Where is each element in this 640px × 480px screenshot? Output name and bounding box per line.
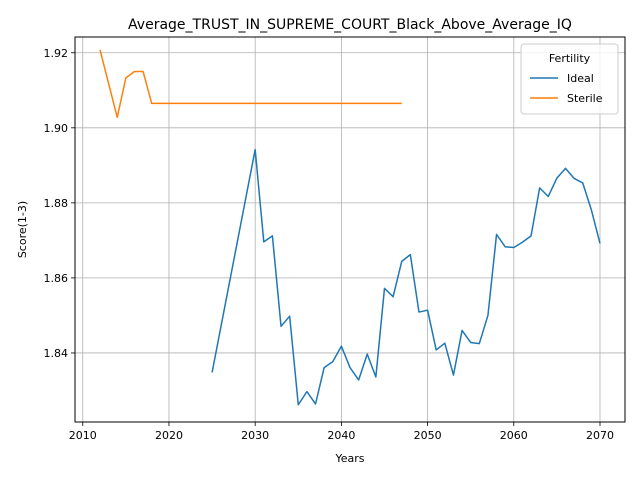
grid-lines bbox=[75, 37, 625, 422]
legend: Fertility Ideal Sterile bbox=[520, 43, 619, 115]
x-axis-label: Years bbox=[334, 452, 364, 465]
x-tick-label: 2070 bbox=[586, 429, 614, 442]
x-tick-label: 2030 bbox=[241, 429, 269, 442]
plot-frame bbox=[74, 36, 626, 423]
series-layer bbox=[99, 49, 601, 406]
y-tick-label: 1.90 bbox=[44, 122, 69, 135]
y-tick-label: 1.92 bbox=[44, 47, 69, 60]
chart-title: Average_TRUST_IN_SUPREME_COURT_Black_Abo… bbox=[128, 17, 572, 33]
x-axis: 2010 2020 2030 2040 2050 2060 2070 bbox=[69, 422, 614, 442]
x-tick-label: 2050 bbox=[414, 429, 442, 442]
y-axis: 1.84 1.86 1.88 1.90 1.92 bbox=[44, 47, 75, 360]
y-axis-label: Score(1-3) bbox=[16, 201, 29, 258]
y-tick-label: 1.88 bbox=[44, 197, 69, 210]
legend-title: Fertility bbox=[549, 52, 591, 65]
legend-box bbox=[520, 43, 619, 115]
y-tick-label: 1.86 bbox=[44, 272, 69, 285]
y-tick-label: 1.84 bbox=[44, 347, 69, 360]
x-tick-label: 2040 bbox=[327, 429, 355, 442]
series-line-ideal bbox=[211, 148, 601, 406]
x-tick-label: 2060 bbox=[500, 429, 528, 442]
x-tick-label: 2020 bbox=[155, 429, 183, 442]
x-tick-label: 2010 bbox=[69, 429, 97, 442]
series-line-sterile bbox=[99, 49, 402, 119]
legend-label-ideal: Ideal bbox=[567, 72, 594, 85]
legend-label-sterile: Sterile bbox=[567, 92, 603, 105]
